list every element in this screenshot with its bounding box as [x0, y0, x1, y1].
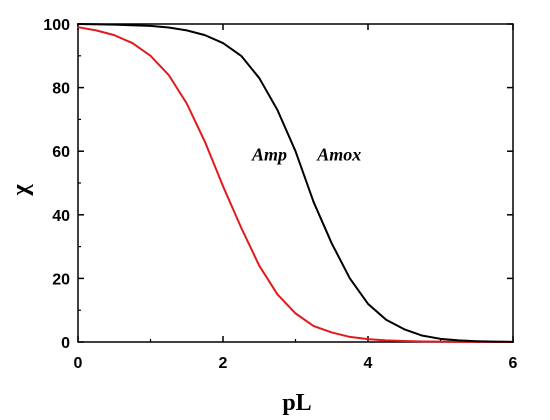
- y-axis-title: χ: [8, 184, 34, 197]
- x-tick-label: 0: [74, 355, 83, 372]
- x-tick-label: 6: [509, 355, 518, 372]
- x-tick-label: 2: [219, 355, 228, 372]
- y-tick-label: 80: [52, 81, 70, 98]
- series-annotation-amox: Amox: [316, 145, 361, 165]
- y-tick-label: 0: [61, 335, 70, 352]
- annotation-layer: Amp Amox: [251, 145, 361, 165]
- series-line-amox: [77, 23, 514, 343]
- y-tick-label: 40: [52, 208, 70, 225]
- plot-frame: [77, 23, 514, 343]
- y-tick-label: 20: [52, 271, 70, 288]
- series-annotation-amp: Amp: [251, 145, 287, 165]
- series-layer: [77, 23, 514, 343]
- y-tick-label: 100: [43, 17, 70, 34]
- y-tick-label: 60: [52, 144, 70, 161]
- x-tick-label: 4: [364, 355, 373, 372]
- x-axis-title: pL: [282, 390, 311, 416]
- series-line-amp: [77, 26, 514, 343]
